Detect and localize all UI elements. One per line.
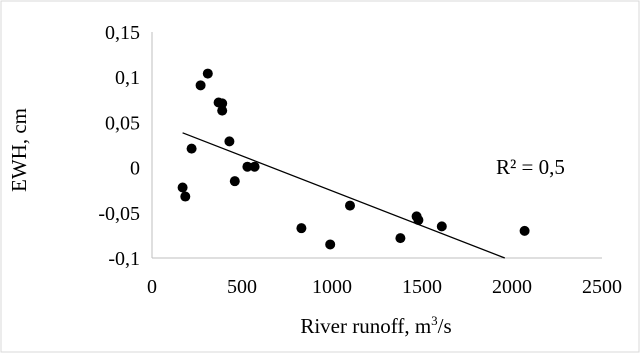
x-axis-title-main: River runoff, m <box>300 314 431 338</box>
data-point <box>436 221 447 232</box>
x-tick-label: 1500 <box>402 276 442 298</box>
data-point <box>325 239 336 250</box>
x-axis-title: River runoff, m3/s <box>300 313 451 338</box>
x-tick-label: 2500 <box>582 276 622 298</box>
data-point <box>180 191 191 202</box>
y-tick-label: 0,15 <box>105 22 140 44</box>
data-point <box>345 200 355 211</box>
data-point <box>249 161 260 172</box>
y-axis-title: EWH, cm <box>7 108 31 192</box>
y-tick-label: 0,1 <box>115 67 140 89</box>
data-point <box>242 161 253 172</box>
data-point <box>177 182 188 193</box>
data-point <box>296 223 307 234</box>
data-point <box>217 98 228 109</box>
x-tick-label: 1000 <box>312 276 352 298</box>
data-point <box>413 215 424 226</box>
data-point <box>202 68 213 79</box>
data-point <box>186 143 197 154</box>
trendline-group <box>182 132 506 259</box>
r-squared-label: R² = 0,5 <box>496 155 565 179</box>
y-tick-label: -0,05 <box>98 203 140 225</box>
data-point <box>195 80 206 91</box>
data-point <box>395 233 406 244</box>
x-axis-title-tail: /s <box>438 314 452 338</box>
data-points <box>177 68 530 250</box>
data-point <box>224 136 235 147</box>
y-tick-label: 0 <box>130 158 140 180</box>
x-tick-label: 2000 <box>492 276 532 298</box>
y-tick-labels: -0,1 -0,05 0 0,05 0,1 0,15 <box>98 22 140 270</box>
data-point <box>229 176 240 187</box>
y-tick-label: -0,1 <box>108 248 140 270</box>
data-point <box>519 225 530 236</box>
data-point <box>217 105 228 116</box>
x-tick-label: 500 <box>227 276 257 298</box>
y-tick-label: 0,05 <box>105 112 140 134</box>
x-tick-label: 0 <box>147 276 157 298</box>
x-tick-labels: 0 500 1000 1500 2000 2500 <box>147 276 622 298</box>
x-axis-title-superscript: 3 <box>431 313 438 328</box>
trendline <box>182 132 506 259</box>
